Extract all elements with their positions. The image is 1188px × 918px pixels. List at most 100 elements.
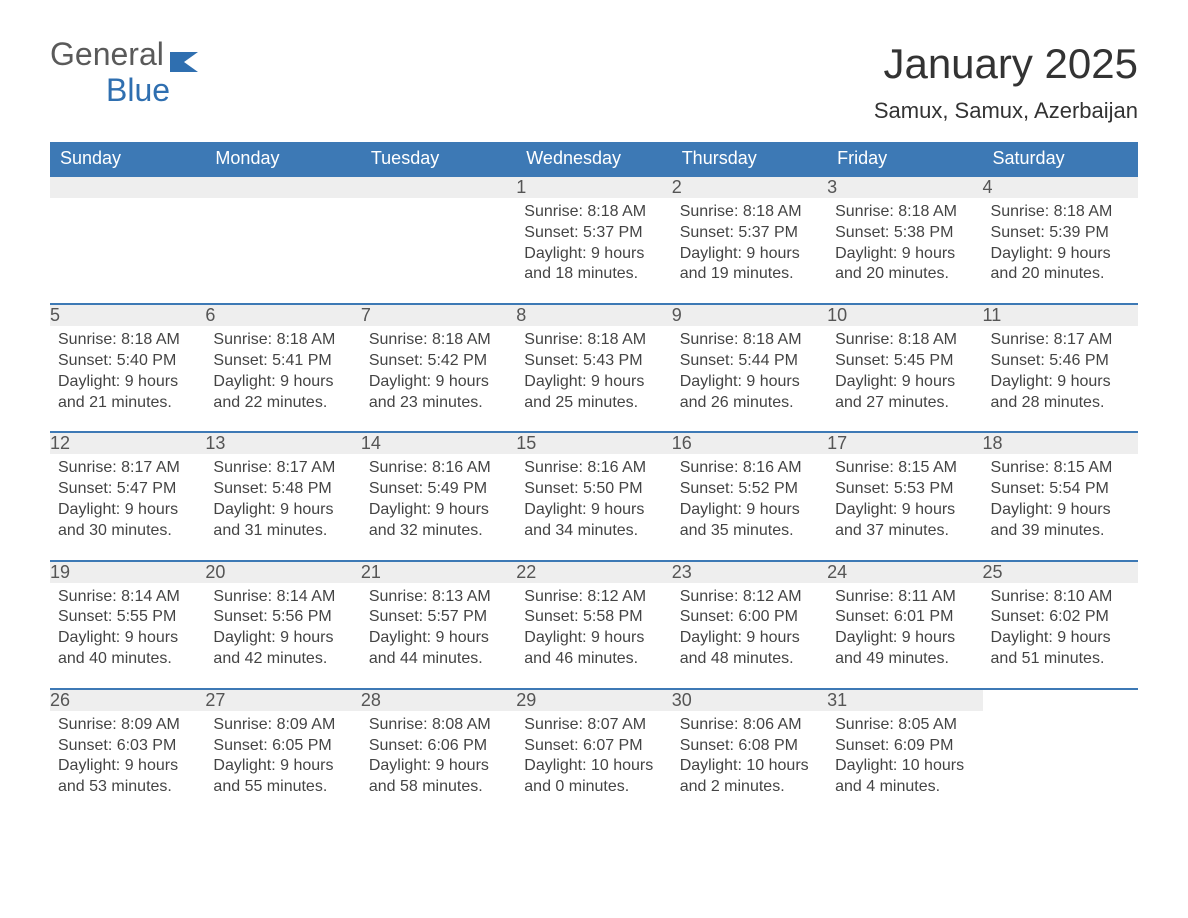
sunset-text: Sunset: 5:43 PM — [524, 351, 663, 372]
daylight1-text: Daylight: 9 hours — [991, 372, 1130, 393]
sunrise-text: Sunrise: 8:18 AM — [369, 330, 508, 351]
day-cell: Sunrise: 8:16 AMSunset: 5:52 PMDaylight:… — [672, 454, 827, 560]
day-cell: Sunrise: 8:18 AMSunset: 5:44 PMDaylight:… — [672, 326, 827, 432]
sunrise-text: Sunrise: 8:12 AM — [680, 587, 819, 608]
sunrise-text: Sunrise: 8:07 AM — [524, 715, 663, 736]
calendar-body: 1234 Sunrise: 8:18 AMSunset: 5:37 PMDayl… — [50, 176, 1138, 816]
day-content: Sunrise: 8:18 AMSunset: 5:37 PMDaylight:… — [516, 198, 671, 303]
week-content-row: Sunrise: 8:14 AMSunset: 5:55 PMDaylight:… — [50, 583, 1138, 689]
sunset-text: Sunset: 6:03 PM — [58, 736, 197, 757]
daylight1-text: Daylight: 9 hours — [58, 500, 197, 521]
daylight2-text: and 18 minutes. — [524, 264, 663, 285]
day-cell: Sunrise: 8:17 AMSunset: 5:47 PMDaylight:… — [50, 454, 205, 560]
day-header: Monday — [205, 142, 360, 176]
sunset-text: Sunset: 5:53 PM — [835, 479, 974, 500]
daylight2-text: and 26 minutes. — [680, 393, 819, 414]
day-content: Sunrise: 8:09 AMSunset: 6:03 PMDaylight:… — [50, 711, 205, 816]
daylight2-text: and 31 minutes. — [213, 521, 352, 542]
day-content: Sunrise: 8:18 AMSunset: 5:41 PMDaylight:… — [205, 326, 360, 431]
sunset-text: Sunset: 5:48 PM — [213, 479, 352, 500]
sunrise-text: Sunrise: 8:13 AM — [369, 587, 508, 608]
daylight2-text: and 28 minutes. — [991, 393, 1130, 414]
daylight2-text: and 23 minutes. — [369, 393, 508, 414]
daylight1-text: Daylight: 9 hours — [524, 244, 663, 265]
daylight2-text: and 30 minutes. — [58, 521, 197, 542]
day-cell: Sunrise: 8:18 AMSunset: 5:39 PMDaylight:… — [983, 198, 1138, 304]
sunset-text: Sunset: 5:47 PM — [58, 479, 197, 500]
daylight1-text: Daylight: 9 hours — [369, 628, 508, 649]
daylight2-text: and 35 minutes. — [680, 521, 819, 542]
page-header: General Blue January 2025 Samux, Samux, … — [50, 40, 1138, 124]
day-content: Sunrise: 8:18 AMSunset: 5:38 PMDaylight:… — [827, 198, 982, 303]
day-content: Sunrise: 8:18 AMSunset: 5:43 PMDaylight:… — [516, 326, 671, 431]
day-content: Sunrise: 8:13 AMSunset: 5:57 PMDaylight:… — [361, 583, 516, 688]
day-cell: Sunrise: 8:09 AMSunset: 6:03 PMDaylight:… — [50, 711, 205, 816]
sunset-text: Sunset: 6:09 PM — [835, 736, 974, 757]
sunrise-text: Sunrise: 8:15 AM — [835, 458, 974, 479]
sunrise-text: Sunrise: 8:17 AM — [213, 458, 352, 479]
daylight2-text: and 53 minutes. — [58, 777, 197, 798]
day-content: Sunrise: 8:16 AMSunset: 5:52 PMDaylight:… — [672, 454, 827, 559]
daylight2-text: and 40 minutes. — [58, 649, 197, 670]
day-number-cell: 21 — [361, 561, 516, 583]
calendar-thead: SundayMondayTuesdayWednesdayThursdayFrid… — [50, 142, 1138, 176]
daylight1-text: Daylight: 10 hours — [835, 756, 974, 777]
day-number-cell: 28 — [361, 689, 516, 711]
sunrise-text: Sunrise: 8:05 AM — [835, 715, 974, 736]
day-cell: Sunrise: 8:16 AMSunset: 5:49 PMDaylight:… — [361, 454, 516, 560]
daylight1-text: Daylight: 9 hours — [369, 756, 508, 777]
day-cell: Sunrise: 8:18 AMSunset: 5:42 PMDaylight:… — [361, 326, 516, 432]
sunset-text: Sunset: 5:52 PM — [680, 479, 819, 500]
day-number-cell: 30 — [672, 689, 827, 711]
week-daynum-row: 1234 — [50, 176, 1138, 198]
sunrise-text: Sunrise: 8:17 AM — [991, 330, 1130, 351]
day-header: Saturday — [983, 142, 1138, 176]
day-number-cell: 20 — [205, 561, 360, 583]
day-number-cell: 17 — [827, 432, 982, 454]
day-number-cell: 10 — [827, 304, 982, 326]
day-cell: Sunrise: 8:15 AMSunset: 5:53 PMDaylight:… — [827, 454, 982, 560]
day-number-cell: 22 — [516, 561, 671, 583]
sunset-text: Sunset: 5:58 PM — [524, 607, 663, 628]
day-number-cell: 12 — [50, 432, 205, 454]
daylight1-text: Daylight: 9 hours — [835, 500, 974, 521]
week-daynum-row: 19202122232425 — [50, 561, 1138, 583]
daylight2-text: and 22 minutes. — [213, 393, 352, 414]
logo-word-blue: Blue — [50, 76, 204, 105]
daylight1-text: Daylight: 10 hours — [680, 756, 819, 777]
week-content-row: Sunrise: 8:09 AMSunset: 6:03 PMDaylight:… — [50, 711, 1138, 816]
day-cell: Sunrise: 8:08 AMSunset: 6:06 PMDaylight:… — [361, 711, 516, 816]
calendar-table: SundayMondayTuesdayWednesdayThursdayFrid… — [50, 142, 1138, 816]
day-content: Sunrise: 8:18 AMSunset: 5:45 PMDaylight:… — [827, 326, 982, 431]
daylight2-text: and 46 minutes. — [524, 649, 663, 670]
day-content: Sunrise: 8:16 AMSunset: 5:50 PMDaylight:… — [516, 454, 671, 559]
day-content: Sunrise: 8:18 AMSunset: 5:40 PMDaylight:… — [50, 326, 205, 431]
day-cell: Sunrise: 8:07 AMSunset: 6:07 PMDaylight:… — [516, 711, 671, 816]
day-cell — [983, 711, 1138, 816]
sunrise-text: Sunrise: 8:18 AM — [835, 202, 974, 223]
day-content: Sunrise: 8:05 AMSunset: 6:09 PMDaylight:… — [827, 711, 982, 816]
sunrise-text: Sunrise: 8:18 AM — [991, 202, 1130, 223]
day-cell: Sunrise: 8:10 AMSunset: 6:02 PMDaylight:… — [983, 583, 1138, 689]
day-number-cell: 27 — [205, 689, 360, 711]
sunrise-text: Sunrise: 8:16 AM — [369, 458, 508, 479]
sunset-text: Sunset: 5:55 PM — [58, 607, 197, 628]
day-number-cell: 6 — [205, 304, 360, 326]
day-cell: Sunrise: 8:06 AMSunset: 6:08 PMDaylight:… — [672, 711, 827, 816]
day-content: Sunrise: 8:15 AMSunset: 5:54 PMDaylight:… — [983, 454, 1138, 559]
sunrise-text: Sunrise: 8:08 AM — [369, 715, 508, 736]
sunset-text: Sunset: 6:00 PM — [680, 607, 819, 628]
sunrise-text: Sunrise: 8:18 AM — [524, 202, 663, 223]
daylight1-text: Daylight: 9 hours — [835, 628, 974, 649]
daylight1-text: Daylight: 9 hours — [835, 244, 974, 265]
sunset-text: Sunset: 5:39 PM — [991, 223, 1130, 244]
sunrise-text: Sunrise: 8:11 AM — [835, 587, 974, 608]
daylight2-text: and 55 minutes. — [213, 777, 352, 798]
day-number-cell — [983, 689, 1138, 711]
day-number-cell: 25 — [983, 561, 1138, 583]
sunset-text: Sunset: 5:44 PM — [680, 351, 819, 372]
week-daynum-row: 567891011 — [50, 304, 1138, 326]
day-number-cell: 14 — [361, 432, 516, 454]
sunrise-text: Sunrise: 8:18 AM — [524, 330, 663, 351]
sunrise-text: Sunrise: 8:16 AM — [524, 458, 663, 479]
